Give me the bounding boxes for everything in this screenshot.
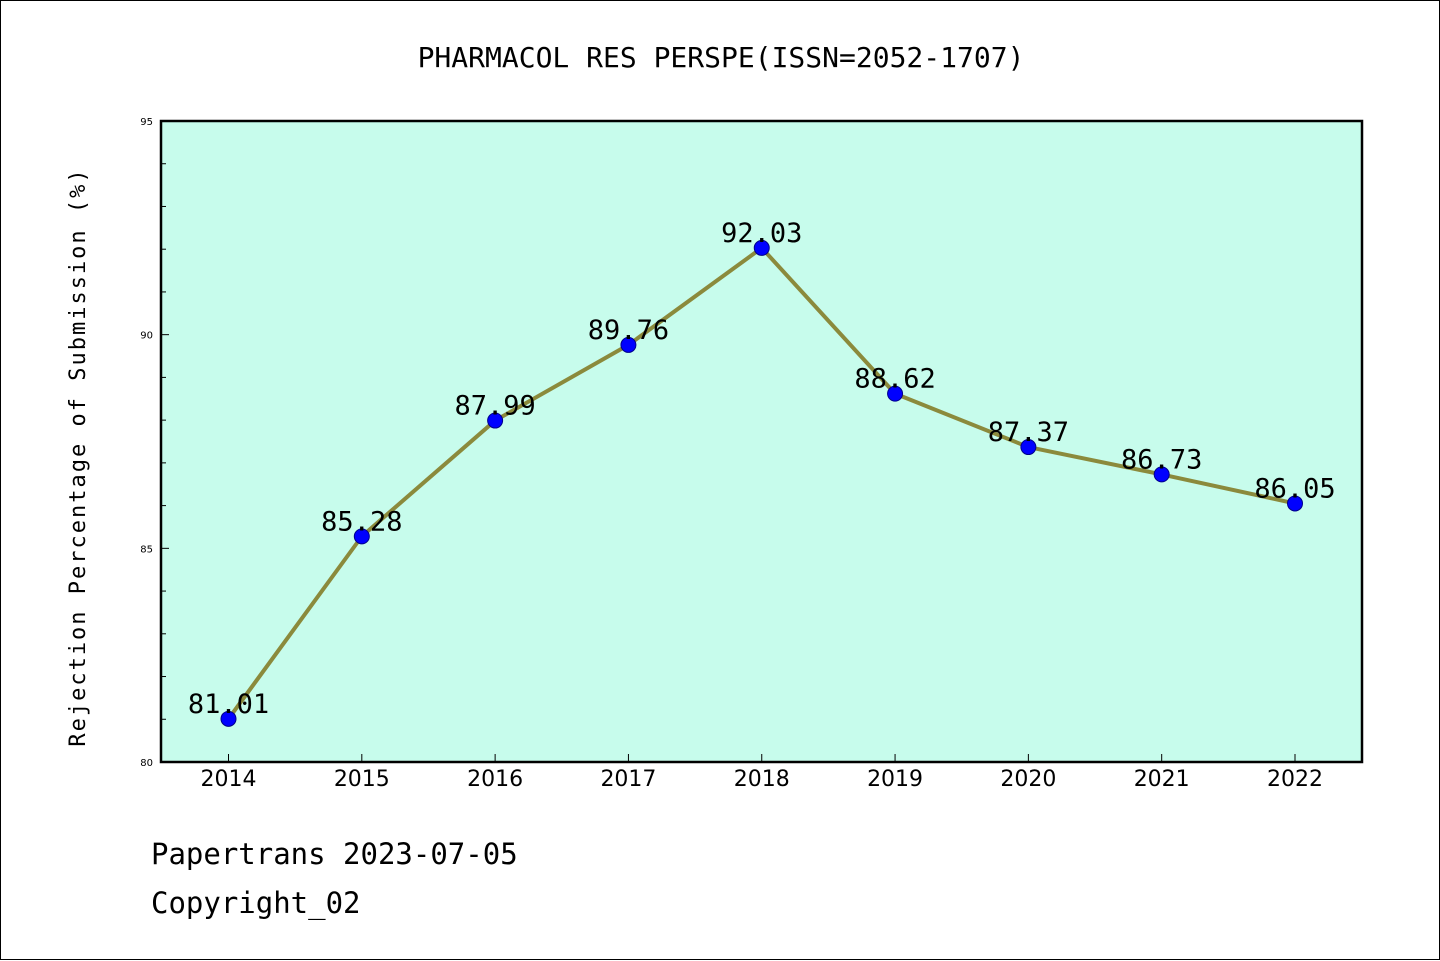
data-point-2022 bbox=[1287, 495, 1303, 512]
footer-copyright-line: Copyright_02 bbox=[151, 886, 361, 920]
x-tick-label: 2017 bbox=[600, 767, 656, 792]
data-point-2014 bbox=[220, 710, 237, 727]
plot-area bbox=[161, 121, 1362, 762]
y-tick-label: 85 bbox=[140, 544, 153, 555]
x-tick-label: 2020 bbox=[1000, 767, 1056, 792]
data-point-2020 bbox=[1020, 439, 1037, 456]
chart-title: PHARMACOL RES PERSPE(ISSN=2052-1707) bbox=[418, 41, 1025, 74]
footer-date-line: Papertrans 2023-07-05 bbox=[151, 837, 518, 871]
data-point-2016 bbox=[487, 412, 504, 429]
data-point-2018 bbox=[753, 239, 770, 256]
x-tick-label: 2014 bbox=[201, 767, 257, 792]
y-tick-label: 80 bbox=[140, 758, 153, 769]
data-label-2016: 87.99 bbox=[454, 391, 535, 422]
x-tick-label: 2021 bbox=[1134, 767, 1190, 792]
x-tick-label: 2019 bbox=[867, 767, 923, 792]
data-markers bbox=[220, 239, 1303, 727]
data-label-2015: 85.28 bbox=[321, 506, 402, 537]
data-label-2014: 81.01 bbox=[188, 689, 269, 720]
y-axis-label: Rejection Percentage of Submission (%) bbox=[66, 167, 91, 746]
data-label-2018: 92.03 bbox=[721, 218, 802, 249]
data-label-2020: 87.37 bbox=[988, 417, 1069, 448]
x-tick-label: 2018 bbox=[734, 767, 790, 792]
y-tick-label: 95 bbox=[140, 117, 153, 128]
x-tick-label: 2015 bbox=[334, 767, 390, 792]
data-label-2019: 88.62 bbox=[854, 364, 935, 395]
x-tick-label: 2022 bbox=[1267, 767, 1323, 792]
data-point-2021 bbox=[1153, 466, 1170, 483]
plot-border bbox=[159, 119, 1364, 764]
x-tick-label: 2016 bbox=[467, 767, 523, 792]
data-point-2017 bbox=[620, 336, 637, 353]
x-axis-ticks: 2014 2015 2016 2017 2018 2019 2020 2021 2022 bbox=[201, 754, 1323, 792]
data-label-2022: 86.05 bbox=[1254, 473, 1335, 504]
y-tick-label: 90 bbox=[140, 331, 153, 342]
data-labels: 81.01 85.28 87.99 89.76 92.03 88.62 87.37 86.73… bbox=[188, 218, 1336, 720]
data-point-2015 bbox=[353, 528, 370, 545]
data-label-2017: 89.76 bbox=[588, 315, 669, 346]
data-label-2021: 86.73 bbox=[1121, 444, 1202, 475]
data-point-2019 bbox=[887, 385, 904, 402]
